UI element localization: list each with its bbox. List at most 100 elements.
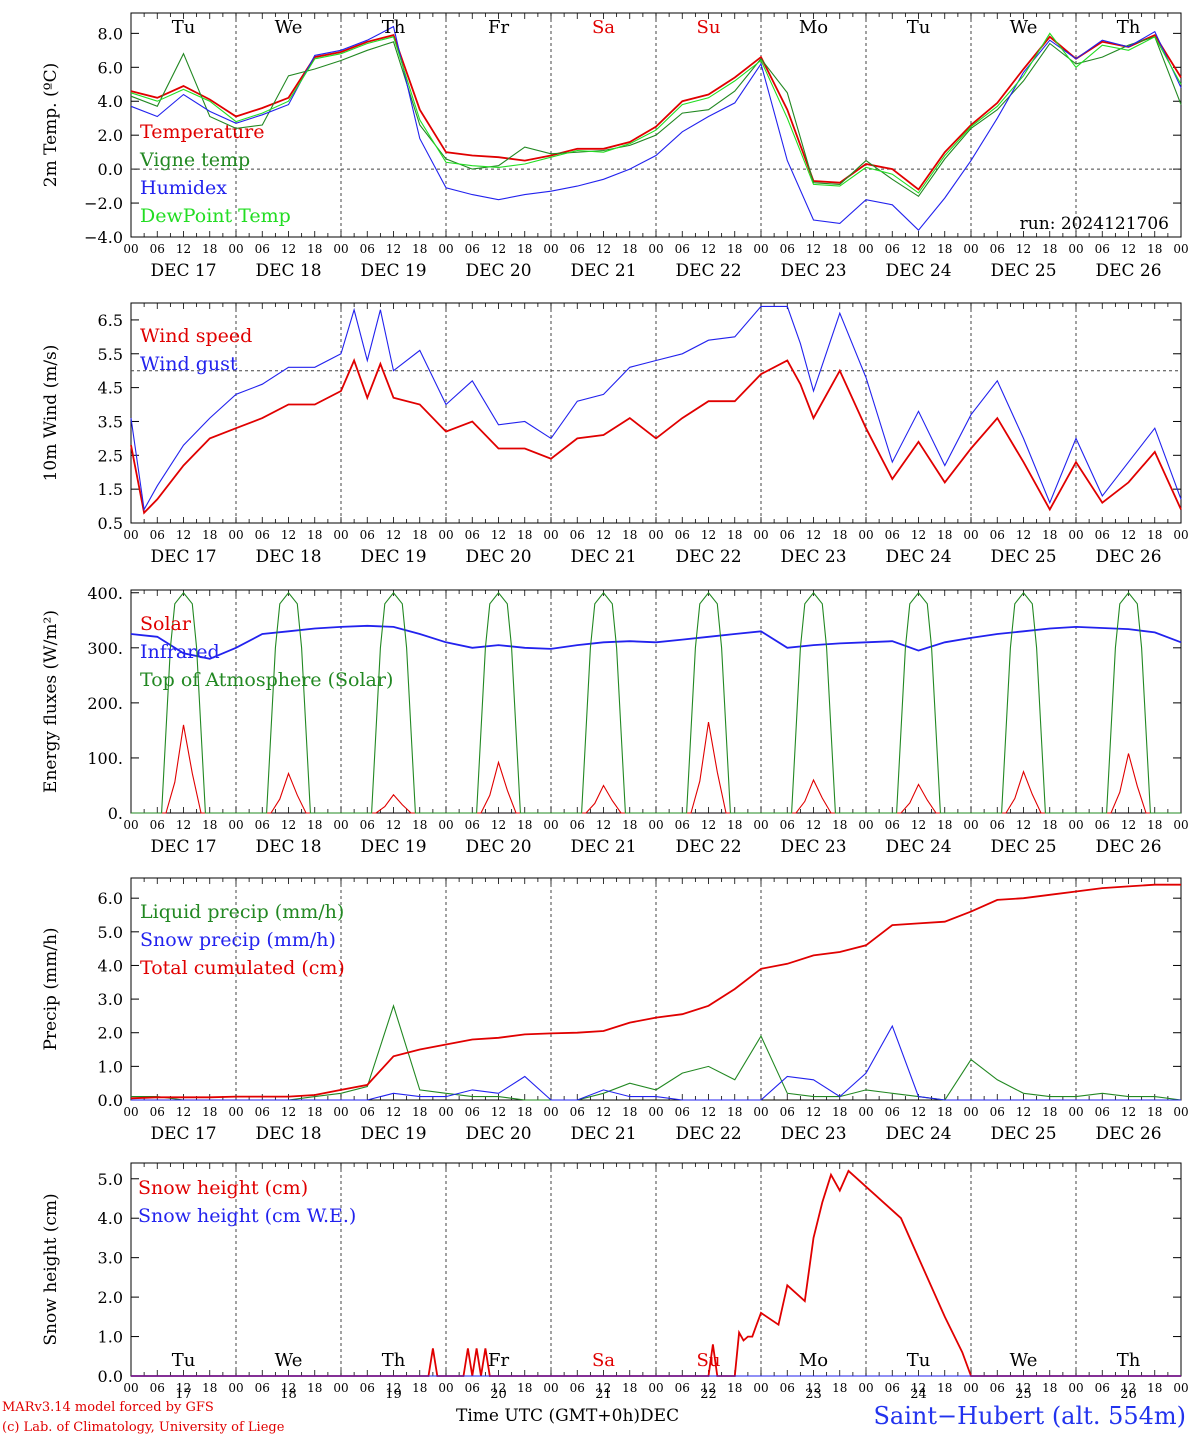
legend-entry: Infrared <box>140 641 220 663</box>
hour-tick-label: 18 <box>1042 818 1057 832</box>
date-label: DEC 17 <box>150 837 216 857</box>
weekday-label: Mo <box>799 1350 828 1371</box>
y-tick-label: 4.5 <box>98 379 123 398</box>
hour-tick-label: 18 <box>412 818 427 832</box>
hour-tick-label: 12 <box>1121 528 1136 542</box>
hour-tick-label: 00 <box>858 1381 873 1395</box>
hour-tick-label: 06 <box>150 1105 165 1119</box>
hour-tick-label: 12 <box>386 1381 401 1395</box>
hour-tick-label: 18 <box>307 242 322 256</box>
day-number: 22 <box>700 1387 717 1402</box>
y-axis-label: 2m Temp. (ºC) <box>41 63 61 188</box>
hour-tick-label: 18 <box>1147 528 1162 542</box>
hour-tick-label: 00 <box>333 818 348 832</box>
date-label: DEC 18 <box>255 261 321 281</box>
y-tick-label: 400. <box>87 584 123 603</box>
weekday-label: Fr <box>488 17 509 38</box>
legend-entry: Solar <box>140 613 192 635</box>
hour-tick-label: 00 <box>438 818 453 832</box>
hour-tick-label: 06 <box>570 242 585 256</box>
hour-tick-label: 00 <box>1068 1105 1083 1119</box>
hour-tick-label: 00 <box>123 1381 138 1395</box>
hour-tick-label: 18 <box>1042 1105 1057 1119</box>
hour-tick-label: 12 <box>386 528 401 542</box>
hour-tick-label: 00 <box>1068 818 1083 832</box>
y-tick-label: −4.0 <box>84 228 123 247</box>
legend-entry: Temperature <box>140 121 264 143</box>
hour-tick-label: 12 <box>1121 1381 1136 1395</box>
hour-tick-label: 06 <box>1095 1381 1110 1395</box>
y-tick-label: 2.0 <box>98 126 123 145</box>
hour-tick-label: 18 <box>517 1105 532 1119</box>
hour-tick-label: 00 <box>228 1105 243 1119</box>
weekday-label: We <box>275 17 303 38</box>
date-label: DEC 26 <box>1095 837 1161 857</box>
hour-tick-label: 12 <box>1016 1105 1031 1119</box>
date-label: DEC 25 <box>990 837 1056 857</box>
y-tick-label: 200. <box>87 694 123 713</box>
hour-tick-label: 18 <box>727 1381 742 1395</box>
hour-tick-label: 00 <box>123 1105 138 1119</box>
legend-entry: Humidex <box>140 177 227 199</box>
date-label: DEC 26 <box>1095 1124 1161 1144</box>
hour-tick-label: 00 <box>333 1381 348 1395</box>
hour-tick-label: 12 <box>491 1105 506 1119</box>
hour-tick-label: 06 <box>465 1105 480 1119</box>
series-line <box>130 25 1182 232</box>
day-number: 25 <box>1015 1387 1032 1402</box>
y-tick-label: 0.5 <box>98 514 123 533</box>
series-line <box>130 624 1182 660</box>
hour-tick-label: 06 <box>675 1381 690 1395</box>
y-tick-label: 300. <box>87 639 123 658</box>
date-label: DEC 17 <box>150 1124 216 1144</box>
date-label: DEC 20 <box>465 547 531 567</box>
weekday-label: Sa <box>592 1350 615 1371</box>
hour-tick-label: 00 <box>123 818 138 832</box>
hour-tick-label: 12 <box>176 818 191 832</box>
hour-tick-label: 18 <box>517 242 532 256</box>
legend-entry: Total cumulated (cm) <box>140 957 345 979</box>
weekday-label: We <box>1010 17 1038 38</box>
y-axis-label: 10m Wind (m/s) <box>41 345 61 482</box>
date-label: DEC 20 <box>465 837 531 857</box>
hour-tick-label: 00 <box>228 818 243 832</box>
series-line <box>131 1169 1181 1377</box>
hour-tick-label: 00 <box>1068 1381 1083 1395</box>
hour-tick-label: 06 <box>675 242 690 256</box>
y-tick-label: −2.0 <box>84 194 123 213</box>
y-tick-label: 4.0 <box>98 956 123 975</box>
weekday-label: Fr <box>488 1350 509 1371</box>
y-axis-label: Snow height (cm) <box>41 1193 61 1345</box>
hour-tick-label: 06 <box>990 528 1005 542</box>
hour-tick-label: 18 <box>1042 1381 1057 1395</box>
weekday-label: Tu <box>172 17 196 38</box>
hour-tick-label: 12 <box>596 818 611 832</box>
hour-tick-label: 00 <box>1068 528 1083 542</box>
hour-tick-label: 00 <box>438 1105 453 1119</box>
y-tick-label: 5.5 <box>98 345 123 364</box>
panel-5: 00 06 12 18 00 06 12 18 00 06 12 18 00 06 12 18 00 06 12 18… <box>41 1162 1189 1402</box>
hour-tick-label: 18 <box>937 242 952 256</box>
hour-tick-label: 06 <box>990 242 1005 256</box>
legend-entry: Snow height (cm W.E.) <box>138 1205 356 1227</box>
hour-tick-label: 12 <box>281 1105 296 1119</box>
y-tick-label: 4.0 <box>98 1209 123 1228</box>
run-annotation: run: 2024121706 <box>1020 214 1169 234</box>
hour-tick-label: 00 <box>228 242 243 256</box>
hour-tick-label: 12 <box>176 528 191 542</box>
hour-tick-label: 00 <box>1173 242 1188 256</box>
hour-tick-label: 06 <box>570 1105 585 1119</box>
hour-tick-label: 18 <box>937 818 952 832</box>
hour-tick-label: 06 <box>465 528 480 542</box>
hour-tick-label: 12 <box>806 1105 821 1119</box>
day-number: 26 <box>1120 1387 1137 1402</box>
hour-tick-label: 06 <box>675 528 690 542</box>
date-label: DEC 23 <box>780 1124 846 1144</box>
weekday-label: Tu <box>172 1350 196 1371</box>
hour-tick-label: 18 <box>1042 242 1057 256</box>
hour-tick-label: 06 <box>465 1381 480 1395</box>
hour-tick-label: 18 <box>517 528 532 542</box>
hour-tick-label: 12 <box>1121 242 1136 256</box>
hour-tick-label: 06 <box>885 1381 900 1395</box>
hour-tick-label: 00 <box>753 242 768 256</box>
